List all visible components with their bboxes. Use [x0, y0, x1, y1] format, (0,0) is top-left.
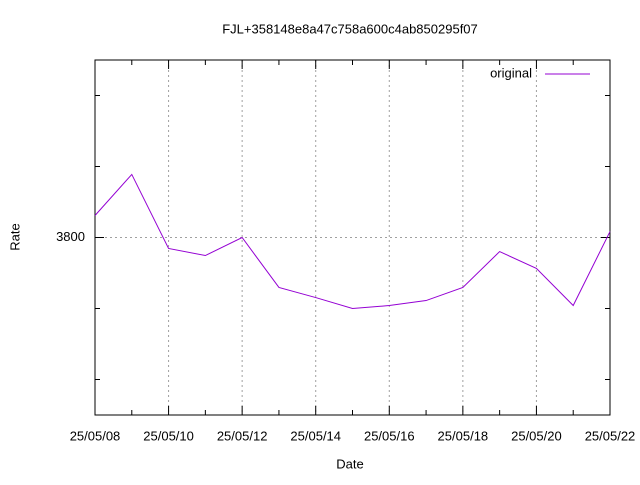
chart-title: FJL+358148e8a47c758a600c4ab850295f07: [222, 21, 478, 36]
x-tick-label: 25/05/08: [70, 428, 121, 443]
x-tick-label: 25/05/20: [511, 428, 562, 443]
x-tick-label: 25/05/16: [364, 428, 415, 443]
y-axis-label: Rate: [7, 223, 22, 250]
legend-label: original: [490, 65, 532, 80]
x-tick-label: 25/05/10: [143, 428, 194, 443]
plot-frame: [94, 59, 611, 416]
x-tick-label: 25/05/18: [438, 428, 489, 443]
y-tick-label: 3800: [56, 229, 85, 244]
x-axis-label: Date: [336, 456, 363, 471]
x-tick-label: 25/05/12: [217, 428, 268, 443]
x-tick-label: 25/05/14: [290, 428, 341, 443]
data-line: [94, 173, 611, 310]
x-tick-label: 25/05/22: [585, 428, 636, 443]
